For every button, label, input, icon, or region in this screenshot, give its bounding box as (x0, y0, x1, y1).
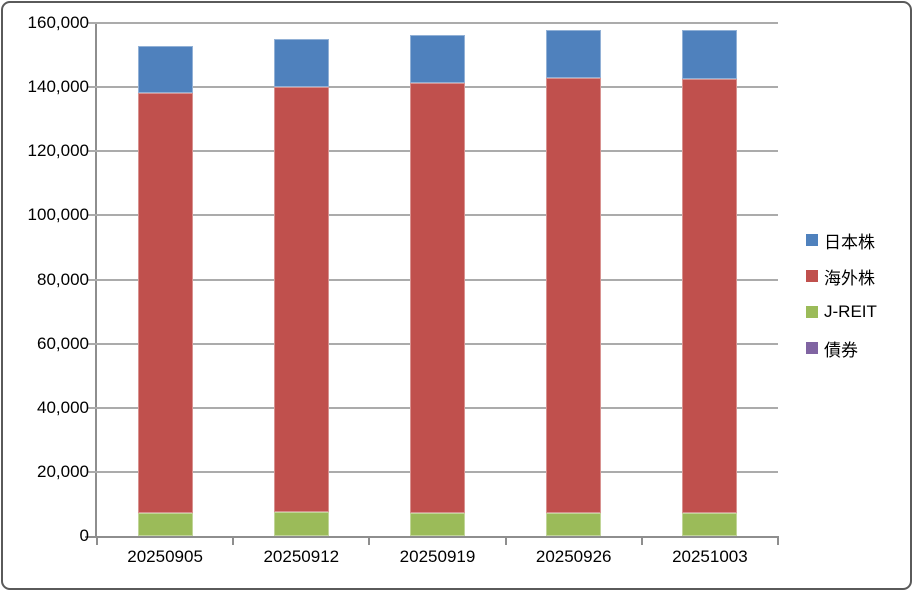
legend-label: 日本株 (824, 232, 875, 252)
bar-segment-overseas-stocks (546, 77, 602, 513)
x-axis-tick (96, 536, 98, 545)
y-axis-label: 160,000 (27, 13, 89, 32)
legend-swatch-j-reit (806, 306, 818, 318)
bar-segment-overseas-stocks (410, 82, 465, 513)
y-axis-label: 140,000 (27, 77, 89, 97)
x-axis-tick (232, 536, 234, 545)
x-axis-tick (368, 536, 370, 545)
bar-segment-japan-stocks (410, 34, 465, 83)
bar-segment-japan-stocks (546, 29, 602, 78)
x-axis-tick (777, 536, 779, 545)
bar-segment-j-reit (546, 512, 602, 536)
legend-item-j-reit: J-REIT (806, 301, 877, 323)
bar-segment-j-reit (273, 512, 329, 536)
y-axis-label: 120,000 (27, 141, 89, 161)
legend-item-bonds: 債券 (806, 337, 877, 360)
bar-segment-j-reit (410, 512, 465, 536)
bar-segment-overseas-stocks (137, 92, 193, 513)
bar-segment-overseas-stocks (682, 78, 738, 513)
legend-label: 海外株 (824, 268, 875, 288)
y-axis-label: 20,000 (37, 461, 89, 481)
y-axis-line (95, 23, 97, 538)
x-axis-line (85, 536, 778, 538)
bar-segment-japan-stocks (682, 30, 738, 79)
x-axis-label: 20250926 (535, 547, 612, 566)
bar-segment-overseas-stocks (273, 87, 329, 513)
legend: 日本株海外株 J-REIT 債券 (806, 229, 877, 373)
bar-segment-j-reit (682, 512, 738, 536)
bar-segment-japan-stocks (137, 45, 193, 93)
legend-swatch-overseas-stocks (806, 270, 818, 282)
x-axis-tick (641, 536, 643, 545)
y-axis-label: 80,000 (37, 269, 89, 289)
y-axis-label: 60,000 (37, 333, 89, 353)
legend-swatch-japan-stocks (806, 234, 818, 246)
y-axis-label: 40,000 (37, 397, 89, 417)
x-axis-label: 20250912 (263, 547, 340, 566)
x-axis-label: 20250905 (127, 547, 203, 566)
legend-swatch-bonds (806, 342, 818, 354)
legend-label: J-REIT (824, 302, 877, 321)
y-axis-label: 0 (79, 526, 89, 545)
bar-segment-j-reit (137, 512, 193, 536)
legend-label: 債券 (824, 340, 858, 360)
x-axis-label: 20250919 (399, 547, 476, 566)
x-axis-tick (505, 536, 507, 545)
legend-item-japan-stocks: 日本株 (806, 229, 877, 252)
y-axis-label: 100,000 (27, 205, 89, 225)
bar-segment-japan-stocks (273, 38, 329, 88)
plot-area (85, 22, 779, 545)
x-axis-label: 20251003 (672, 547, 748, 566)
legend-item-overseas-stocks: 海外株 (806, 265, 877, 288)
gridline (87, 22, 778, 24)
